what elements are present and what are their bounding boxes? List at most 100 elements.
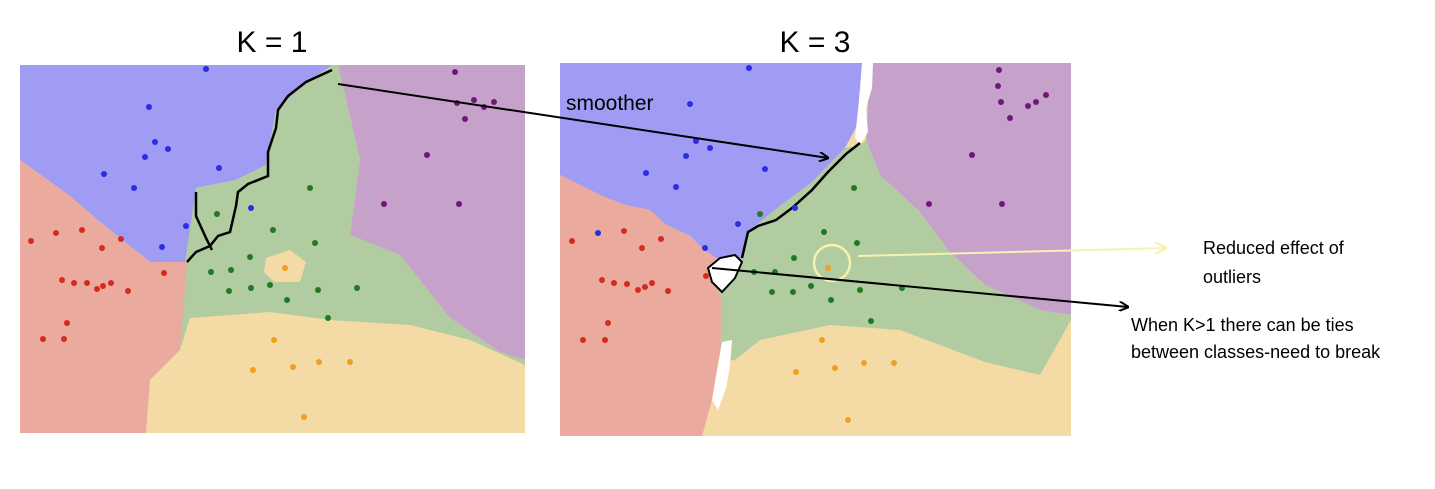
data-point bbox=[131, 185, 137, 191]
data-point bbox=[703, 273, 709, 279]
panel-k1 bbox=[20, 65, 525, 433]
data-point bbox=[165, 146, 171, 152]
data-point bbox=[28, 238, 34, 244]
data-point bbox=[658, 236, 664, 242]
data-point bbox=[282, 265, 288, 271]
data-point bbox=[599, 277, 605, 283]
data-point bbox=[424, 152, 430, 158]
region-blue bbox=[20, 65, 332, 262]
data-point bbox=[347, 359, 353, 365]
data-point bbox=[226, 288, 232, 294]
data-point bbox=[146, 104, 152, 110]
outliers-label-line2: outliers bbox=[1203, 267, 1261, 287]
data-point bbox=[203, 66, 209, 72]
data-point bbox=[825, 265, 831, 271]
data-point bbox=[735, 221, 741, 227]
data-point bbox=[868, 318, 874, 324]
data-point bbox=[53, 230, 59, 236]
points-k1 bbox=[28, 66, 497, 420]
data-point bbox=[61, 336, 67, 342]
data-point bbox=[808, 283, 814, 289]
data-point bbox=[248, 285, 254, 291]
data-point bbox=[471, 97, 477, 103]
data-point bbox=[40, 336, 46, 342]
data-point bbox=[857, 287, 863, 293]
data-point bbox=[995, 83, 1001, 89]
data-point bbox=[611, 280, 617, 286]
region-green bbox=[180, 65, 525, 365]
data-point bbox=[301, 414, 307, 420]
data-point bbox=[284, 297, 290, 303]
data-point bbox=[316, 359, 322, 365]
data-point bbox=[250, 367, 256, 373]
ties-arrow bbox=[711, 267, 1128, 307]
data-point bbox=[790, 289, 796, 295]
data-point bbox=[792, 205, 798, 211]
data-point bbox=[624, 281, 630, 287]
panel-k1-title: K = 1 bbox=[237, 26, 308, 59]
data-point bbox=[649, 280, 655, 286]
data-point bbox=[381, 201, 387, 207]
ties-label-line1: When K>1 there can be ties bbox=[1131, 315, 1354, 335]
data-point bbox=[118, 236, 124, 242]
smoother-label: smoother bbox=[566, 92, 654, 115]
data-point bbox=[161, 270, 167, 276]
outliers-arrow bbox=[857, 248, 1166, 257]
tie-strip-top bbox=[855, 63, 873, 145]
data-point bbox=[665, 288, 671, 294]
data-point bbox=[1007, 115, 1013, 121]
data-point bbox=[142, 154, 148, 160]
data-point bbox=[452, 69, 458, 75]
data-point bbox=[998, 99, 1004, 105]
panel-k3 bbox=[560, 63, 1071, 436]
data-point bbox=[854, 240, 860, 246]
data-point bbox=[100, 283, 106, 289]
data-point bbox=[307, 185, 313, 191]
outlier-highlight-circle bbox=[812, 243, 852, 283]
data-point bbox=[1033, 99, 1039, 105]
data-point bbox=[354, 285, 360, 291]
data-point bbox=[462, 116, 468, 122]
data-point bbox=[71, 280, 77, 286]
data-point bbox=[832, 365, 838, 371]
data-point bbox=[1043, 92, 1049, 98]
data-point bbox=[569, 238, 575, 244]
data-point bbox=[216, 165, 222, 171]
data-point bbox=[152, 139, 158, 145]
region-red bbox=[560, 175, 722, 436]
data-point bbox=[247, 254, 253, 260]
ties-label-line2: between classes-need to break bbox=[1131, 342, 1381, 362]
data-point bbox=[635, 287, 641, 293]
data-point bbox=[271, 337, 277, 343]
data-point bbox=[248, 205, 254, 211]
data-point bbox=[861, 360, 867, 366]
data-point bbox=[673, 184, 679, 190]
data-point bbox=[59, 277, 65, 283]
data-point bbox=[821, 229, 827, 235]
data-point bbox=[214, 211, 220, 217]
data-point bbox=[99, 245, 105, 251]
data-point bbox=[94, 286, 100, 292]
data-point bbox=[891, 360, 897, 366]
data-point bbox=[595, 230, 601, 236]
data-point bbox=[580, 337, 586, 343]
data-point bbox=[159, 244, 165, 250]
data-point bbox=[791, 255, 797, 261]
data-point bbox=[851, 185, 857, 191]
region-blue bbox=[560, 63, 862, 265]
data-point bbox=[456, 201, 462, 207]
data-point bbox=[267, 282, 273, 288]
data-point bbox=[683, 153, 689, 159]
data-point bbox=[125, 288, 131, 294]
tie-strip-bottom bbox=[712, 340, 732, 410]
data-point bbox=[793, 369, 799, 375]
data-point bbox=[491, 99, 497, 105]
data-point bbox=[64, 320, 70, 326]
data-point bbox=[707, 145, 713, 151]
region-purple bbox=[338, 65, 525, 360]
data-point bbox=[762, 166, 768, 172]
data-point bbox=[757, 211, 763, 217]
data-point bbox=[926, 201, 932, 207]
outliers-label-line1: Reduced effect of bbox=[1203, 238, 1345, 258]
